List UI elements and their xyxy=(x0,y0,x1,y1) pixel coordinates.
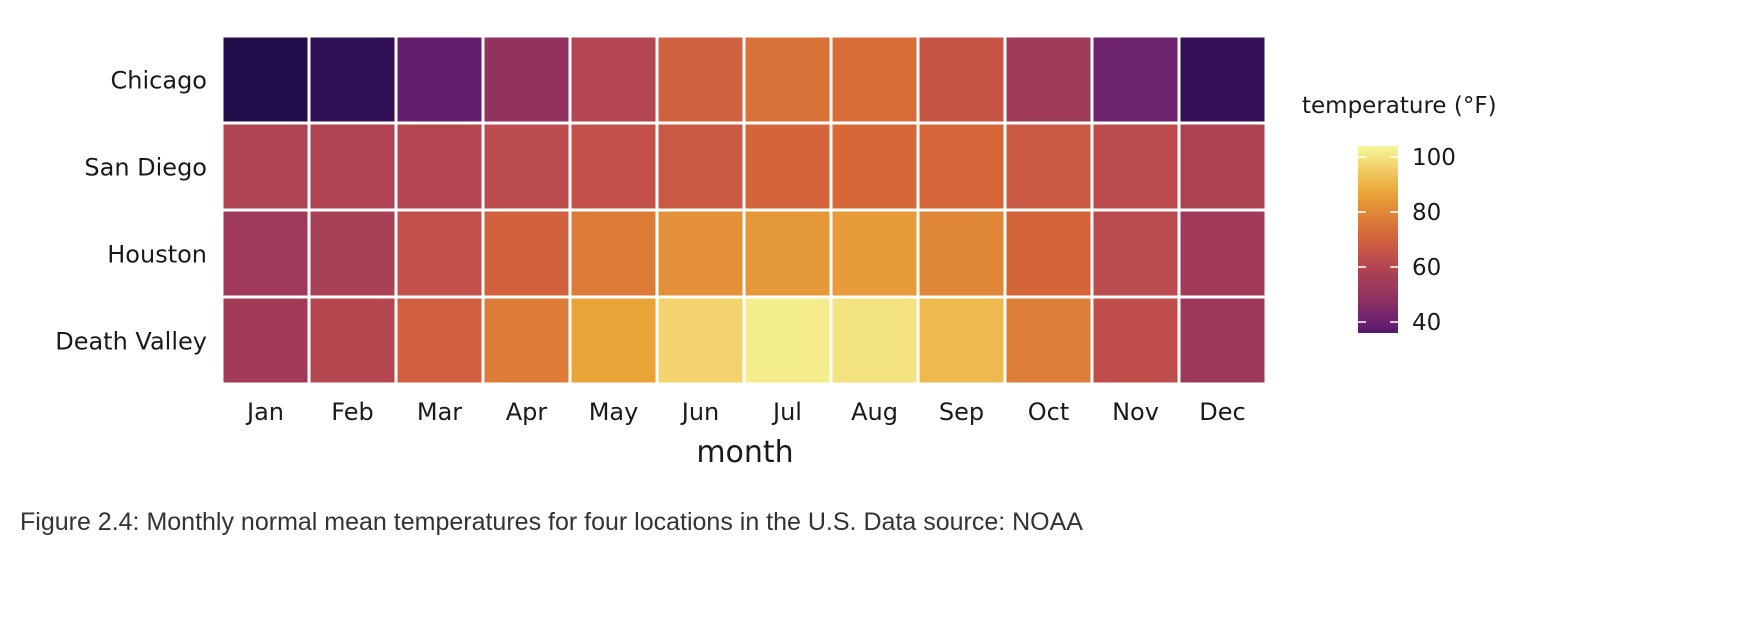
tile-death-valley-feb xyxy=(307,295,398,386)
tile-chicago-may xyxy=(568,34,659,125)
tile-death-valley-mar xyxy=(394,295,485,386)
tile-chicago-oct xyxy=(1003,34,1094,125)
x-tick-label: Dec xyxy=(1199,398,1245,426)
legend-tick-label: 40 xyxy=(1412,310,1441,336)
y-tick-label: San Diego xyxy=(84,154,207,182)
tile-chicago-dec xyxy=(1177,34,1268,125)
tile-san-diego-dec xyxy=(1177,121,1268,212)
tile-san-diego-jan xyxy=(220,121,311,212)
tile-san-diego-nov xyxy=(1090,121,1181,212)
tile-houston-jun xyxy=(655,208,746,299)
x-tick-label: May xyxy=(589,398,639,426)
tile-death-valley-dec xyxy=(1177,295,1268,386)
legend-colorbar xyxy=(1358,146,1398,333)
x-tick-label: Jun xyxy=(680,398,720,426)
y-tick-label: Houston xyxy=(107,241,207,269)
x-tick-label: Sep xyxy=(939,398,984,426)
tile-chicago-apr xyxy=(481,34,572,125)
tile-san-diego-may xyxy=(568,121,659,212)
tile-death-valley-nov xyxy=(1090,295,1181,386)
tile-san-diego-jul xyxy=(742,121,833,212)
tile-houston-aug xyxy=(829,208,920,299)
legend-tick-label: 100 xyxy=(1412,145,1456,171)
tile-chicago-feb xyxy=(307,34,398,125)
tile-houston-feb xyxy=(307,208,398,299)
tile-death-valley-apr xyxy=(481,295,572,386)
tile-houston-jan xyxy=(220,208,311,299)
tile-death-valley-aug xyxy=(829,295,920,386)
tile-san-diego-sep xyxy=(916,121,1007,212)
tile-death-valley-jun xyxy=(655,295,746,386)
tile-san-diego-oct xyxy=(1003,121,1094,212)
tile-houston-mar xyxy=(394,208,485,299)
tile-chicago-jun xyxy=(655,34,746,125)
x-axis-labels: Jan Feb Mar Apr May Jun Jul Aug Sep Oct Nov Dec xyxy=(245,398,1246,426)
tile-chicago-sep xyxy=(916,34,1007,125)
y-tick-label: Death Valley xyxy=(55,328,207,356)
legend-tick-label: 80 xyxy=(1412,200,1441,226)
tile-chicago-jul xyxy=(742,34,833,125)
tile-san-diego-mar xyxy=(394,121,485,212)
tile-san-diego-aug xyxy=(829,121,920,212)
legend-ticks: 40 60 80 100 xyxy=(1358,145,1456,336)
tile-chicago-nov xyxy=(1090,34,1181,125)
tile-death-valley-oct xyxy=(1003,295,1094,386)
tile-death-valley-jan xyxy=(220,295,311,386)
tile-houston-may xyxy=(568,208,659,299)
x-tick-label: Oct xyxy=(1028,398,1070,426)
tile-san-diego-jun xyxy=(655,121,746,212)
tile-death-valley-jul xyxy=(742,295,833,386)
tile-chicago-jan xyxy=(220,34,311,125)
x-tick-label: Jul xyxy=(771,398,802,426)
heatmap-chart: Chicago San Diego Houston Death Valley Jan F… xyxy=(55,34,1497,470)
x-tick-label: Jan xyxy=(245,398,284,426)
x-axis-title: month xyxy=(696,435,793,470)
legend-title: temperature (°F) xyxy=(1302,93,1497,119)
figure-caption: Figure 2.4: Monthly normal mean temperat… xyxy=(20,508,1083,536)
tile-houston-sep xyxy=(916,208,1007,299)
x-tick-label: Aug xyxy=(851,398,898,426)
x-tick-label: Apr xyxy=(506,398,548,426)
tile-death-valley-may xyxy=(568,295,659,386)
tile-houston-nov xyxy=(1090,208,1181,299)
tile-houston-jul xyxy=(742,208,833,299)
x-tick-label: Feb xyxy=(331,398,374,426)
y-tick-label: Chicago xyxy=(111,67,207,95)
x-tick-label: Nov xyxy=(1112,398,1159,426)
tile-san-diego-feb xyxy=(307,121,398,212)
tile-san-diego-apr xyxy=(481,121,572,212)
tile-houston-apr xyxy=(481,208,572,299)
tile-houston-dec xyxy=(1177,208,1268,299)
tile-houston-oct xyxy=(1003,208,1094,299)
x-tick-label: Mar xyxy=(417,398,462,426)
tile-chicago-aug xyxy=(829,34,920,125)
tile-chicago-mar xyxy=(394,34,485,125)
legend-tick-label: 60 xyxy=(1412,255,1441,281)
tiles xyxy=(220,34,1268,386)
y-axis-labels: Chicago San Diego Houston Death Valley xyxy=(55,67,207,356)
tile-death-valley-sep xyxy=(916,295,1007,386)
